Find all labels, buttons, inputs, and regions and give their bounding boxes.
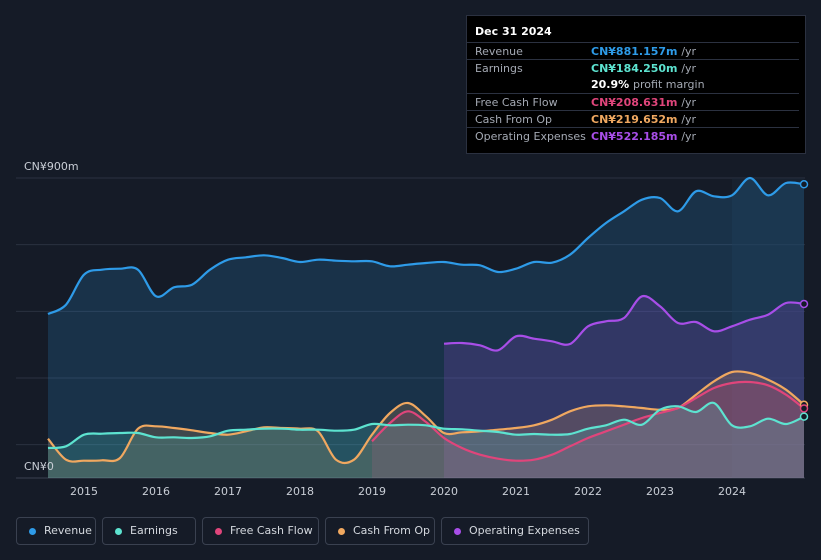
legend-dot-icon <box>115 528 122 535</box>
line-free-cash-flow <box>371 380 805 462</box>
x-tick-label: 2024 <box>718 485 746 498</box>
tooltip-value: CN¥522.185m /yr <box>591 130 696 143</box>
chart: 2015 2016 2017 2018 2019 2020 2021 2022 2023 2024… <box>16 160 809 498</box>
end-marker-revenue <box>799 180 809 189</box>
tooltip-value-number: CN¥522.185m <box>591 130 678 143</box>
series-lines <box>47 176 805 465</box>
x-tick-label: 2016 <box>142 485 170 498</box>
tooltip-label: Operating Expenses <box>475 130 586 143</box>
tooltip-unit: /yr <box>681 62 697 75</box>
tooltip-row-profit-margin: 20.9% profit margin <box>467 76 799 93</box>
y-axis: CN¥900m CN¥0 <box>24 160 79 473</box>
x-axis: 2015 2016 2017 2018 2019 2020 2021 2022 2023 2024 <box>70 485 746 498</box>
legend-label: Earnings <box>130 524 178 537</box>
tooltip-label: Cash From Op <box>475 113 553 126</box>
tooltip-unit: /yr <box>681 45 697 58</box>
line-operating-expenses <box>443 294 805 352</box>
tooltip-row-revenue: Revenue CN¥881.157m /yr <box>467 42 799 60</box>
tooltip-value-number: CN¥219.652m <box>591 113 678 126</box>
legend-label: Free Cash Flow <box>230 524 313 537</box>
tooltip-row-cash-from-op: Cash From Op CN¥219.652m /yr <box>467 110 799 128</box>
area-free-cash-flow <box>372 381 804 478</box>
tooltip-label: Free Cash Flow <box>475 96 558 109</box>
tooltip-row-operating-expenses: Operating Expenses CN¥522.185m /yr <box>467 127 799 145</box>
tooltip-value: CN¥219.652m /yr <box>591 113 696 126</box>
profit-margin-value: 20.9% <box>591 78 630 91</box>
legend-item-revenue[interactable]: Revenue <box>16 517 96 545</box>
line-earnings <box>47 401 805 450</box>
tooltip-value: CN¥184.250m /yr <box>591 62 696 75</box>
x-tick-label: 2018 <box>286 485 314 498</box>
line-revenue <box>47 176 805 316</box>
legend-item-earnings[interactable]: Earnings <box>102 517 196 545</box>
x-tick-label: 2022 <box>574 485 602 498</box>
tooltip-unit: /yr <box>681 96 697 109</box>
tooltip-label: Earnings <box>475 62 523 75</box>
x-tick-label: 2019 <box>358 485 386 498</box>
area-operating-expenses <box>444 295 804 478</box>
tooltip-value-number: CN¥881.157m <box>591 45 678 58</box>
legend-item-operating-expenses[interactable]: Operating Expenses <box>441 517 589 545</box>
tooltip-unit: /yr <box>681 130 697 143</box>
area-revenue <box>48 178 804 478</box>
tooltip-row-free-cash-flow: Free Cash Flow CN¥208.631m /yr <box>467 93 799 111</box>
tooltip-value-number: CN¥208.631m <box>591 96 678 109</box>
tooltip-value: 20.9% profit margin <box>591 78 705 91</box>
series-end-markers <box>799 180 809 421</box>
end-marker-operating-expenses <box>799 299 809 309</box>
x-tick-label: 2021 <box>502 485 530 498</box>
legend-dot-icon <box>29 528 36 535</box>
x-tick-label: 2023 <box>646 485 674 498</box>
profit-margin-label: profit margin <box>633 78 705 91</box>
legend-label: Revenue <box>44 524 92 537</box>
legend-label: Cash From Op <box>353 524 431 537</box>
x-tick-label: 2015 <box>70 485 98 498</box>
area-earnings <box>48 402 804 478</box>
legend-item-cash-from-op[interactable]: Cash From Op <box>325 517 435 545</box>
end-marker-free-cash-flow <box>799 404 809 413</box>
legend-dot-icon <box>338 528 345 535</box>
legend-dot-icon <box>454 528 461 535</box>
tooltip-value-number: CN¥184.250m <box>591 62 678 75</box>
y-tick-label-max: CN¥900m <box>24 160 79 173</box>
x-tick-label: 2017 <box>214 485 242 498</box>
tooltip-value: CN¥208.631m /yr <box>591 96 696 109</box>
tooltip-label: Revenue <box>475 45 523 58</box>
legend-item-free-cash-flow[interactable]: Free Cash Flow <box>202 517 319 545</box>
legend-label: Operating Expenses <box>469 524 580 537</box>
tooltip-date: Dec 31 2024 <box>475 25 552 38</box>
x-tick-label: 2020 <box>430 485 458 498</box>
end-marker-earnings <box>799 412 809 421</box>
legend-dot-icon <box>215 528 222 535</box>
tooltip-row-earnings: Earnings CN¥184.250m /yr <box>467 59 799 77</box>
tooltip-value: CN¥881.157m /yr <box>591 45 696 58</box>
y-tick-label-zero: CN¥0 <box>24 460 54 473</box>
series-areas <box>48 178 804 478</box>
data-tooltip: Dec 31 2024 Revenue CN¥881.157m /yr Earn… <box>466 15 806 154</box>
tooltip-unit: /yr <box>681 113 697 126</box>
